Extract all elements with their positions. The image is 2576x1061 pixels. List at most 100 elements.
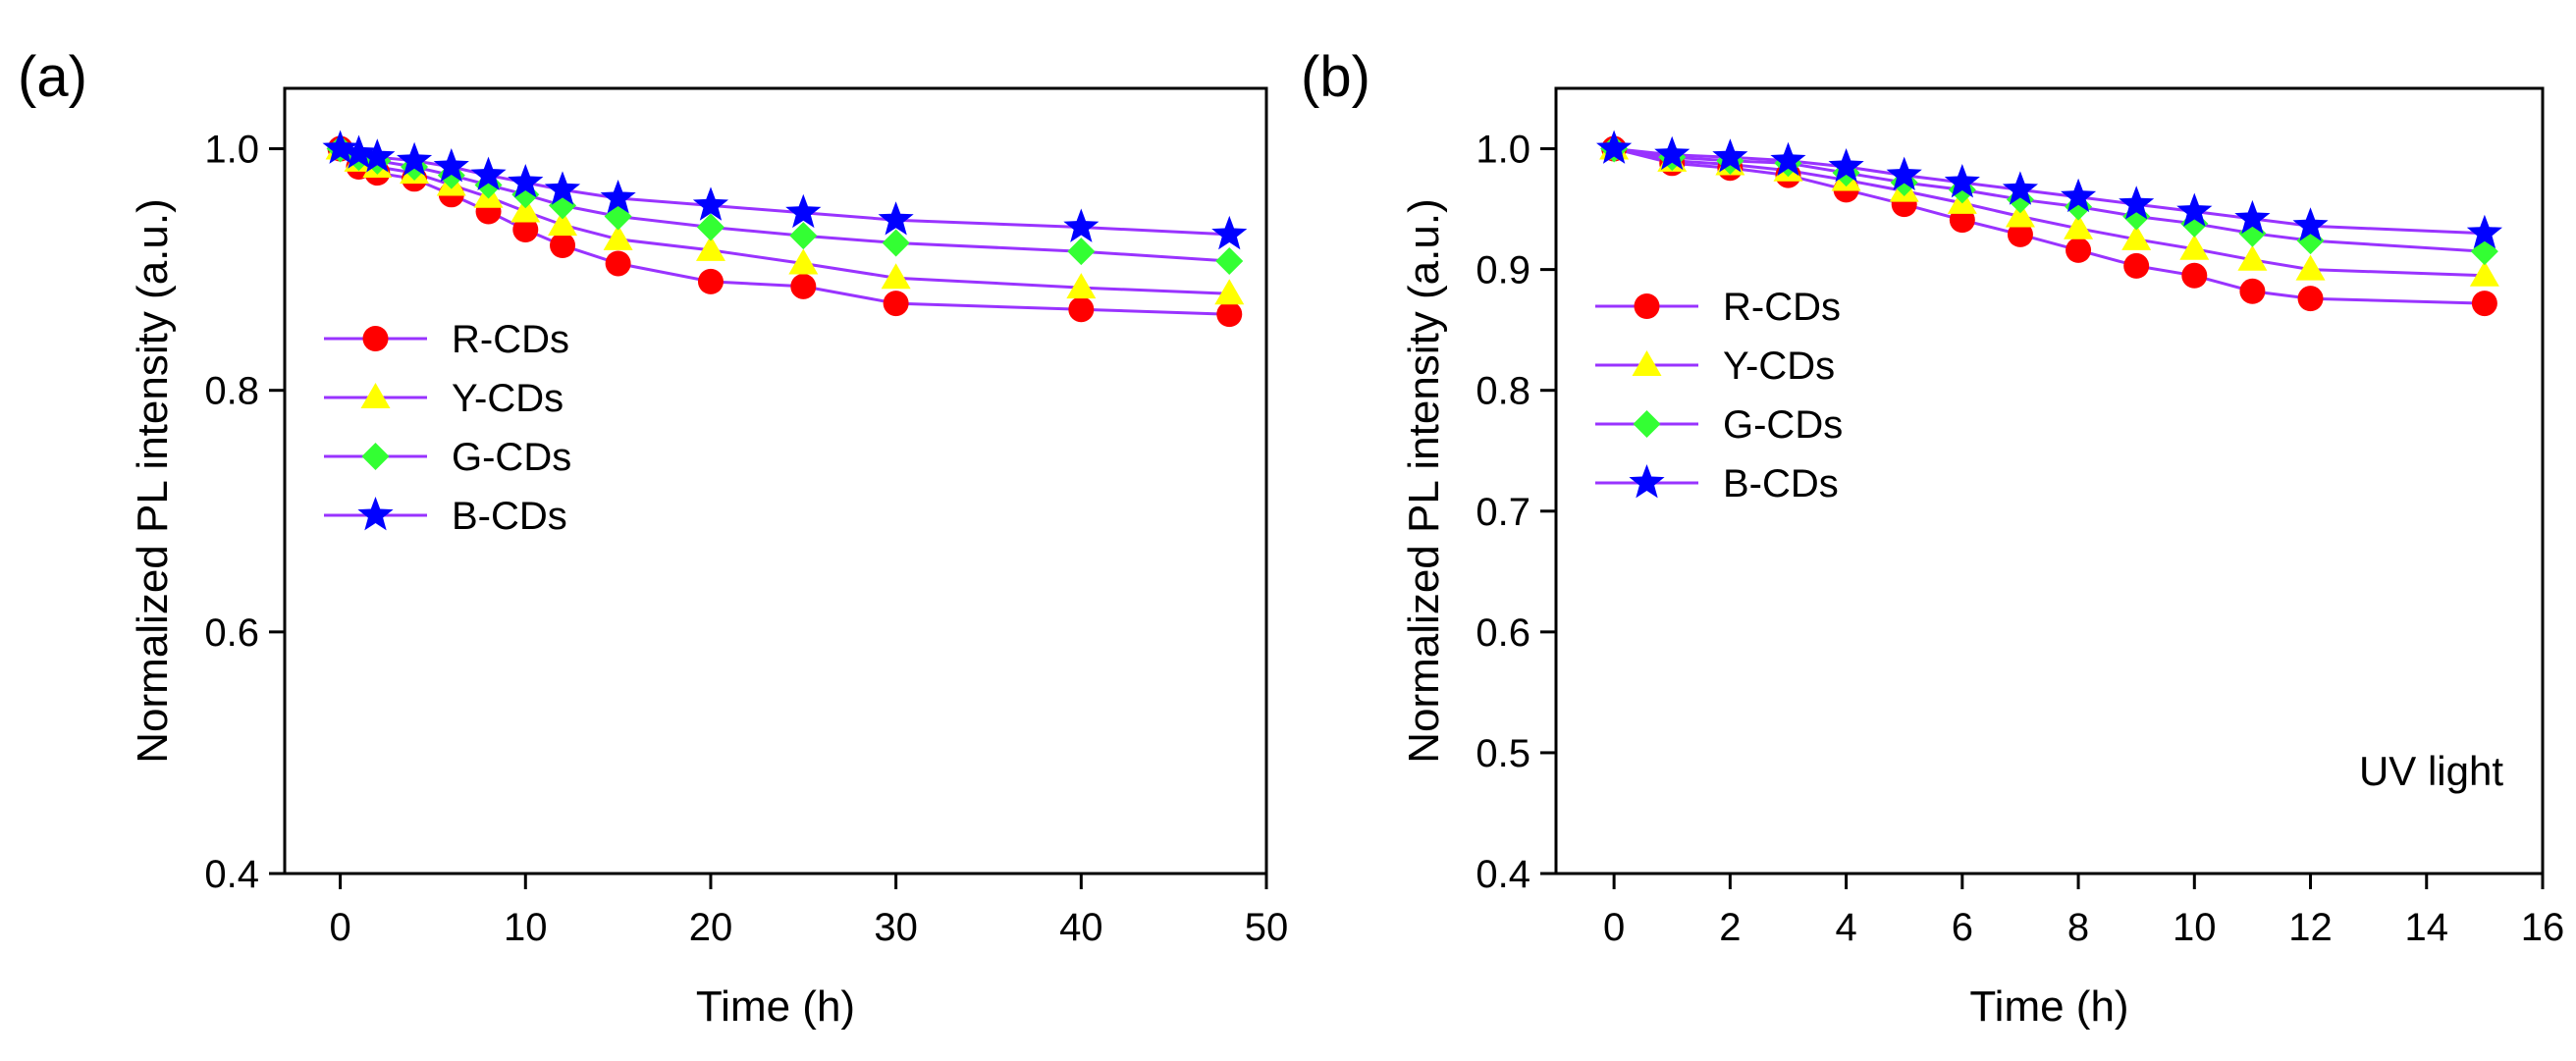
data-point	[604, 202, 632, 231]
x-tick-label: 50	[1245, 906, 1289, 949]
series-points-b-cds	[1596, 130, 2502, 249]
data-point	[605, 250, 631, 277]
data-point	[1211, 215, 1248, 250]
data-point	[1596, 130, 1633, 164]
data-point	[397, 141, 433, 177]
y-tick-label: 0.5	[1476, 732, 1530, 775]
data-point	[359, 138, 396, 173]
data-point	[512, 217, 539, 242]
legend-label: B-CDs	[452, 495, 567, 538]
legend-marker	[362, 326, 389, 351]
y-tick-label: 0.8	[1476, 370, 1530, 413]
data-point	[2239, 278, 2266, 304]
data-point	[2121, 224, 2152, 250]
x-axis-label: Time (h)	[696, 982, 855, 1031]
data-point	[2179, 234, 2210, 260]
x-tick-label: 16	[2521, 906, 2565, 949]
data-point	[881, 263, 911, 290]
y-tick-label: 0.4	[204, 853, 259, 896]
data-point	[1770, 141, 1806, 177]
x-tick-label: 20	[689, 906, 733, 949]
legend-label: G-CDs	[1723, 403, 1843, 447]
data-point	[2466, 214, 2502, 249]
annotation-label: UV light	[2359, 748, 2503, 794]
x-tick-label: 10	[2173, 906, 2217, 949]
panel-b: (b) 0 2 4 6 8 10 12 14 16 0.4 0.5 0.6 0.7 0.8 0.9 1.0 Tim…	[1301, 45, 2564, 1031]
y-tick-label: 0.9	[1476, 249, 1530, 292]
x-tick-label: 6	[1952, 906, 1973, 949]
panel-a: (a) 0 10 20 30 40 50 0.4 0.6 0.8 1.0 Time (h) Normal…	[18, 45, 1288, 1031]
x-tick-label: 40	[1059, 906, 1103, 949]
series-line-y-cds	[1613, 147, 2485, 278]
data-point	[1216, 301, 1243, 328]
series-points-b-cds	[322, 130, 1248, 250]
data-point	[2470, 238, 2498, 266]
y-axis-label: Normalized PL intensity (a.u.)	[1400, 198, 1448, 763]
x-tick-label: 30	[874, 906, 918, 949]
y-tick-label: 0.8	[204, 370, 259, 413]
data-point	[883, 291, 909, 317]
data-point	[1886, 156, 1922, 190]
data-point	[1214, 279, 1245, 305]
data-point	[2123, 252, 2150, 279]
data-point	[692, 186, 728, 221]
data-point	[790, 273, 817, 299]
x-tick-label: 14	[2405, 906, 2449, 949]
legend-label: B-CDs	[1723, 462, 1839, 505]
data-point	[789, 222, 818, 250]
legend-label: G-CDs	[452, 436, 571, 479]
data-point	[1944, 164, 1980, 198]
data-point	[470, 156, 507, 190]
panel-label: (a)	[18, 45, 87, 109]
data-point	[2119, 186, 2155, 220]
data-point	[696, 213, 724, 241]
data-point	[548, 210, 578, 237]
legend-marker	[1632, 350, 1662, 376]
x-tick-label: 8	[2067, 906, 2089, 949]
data-point	[2469, 260, 2499, 287]
data-point	[1654, 135, 1690, 171]
legend-marker	[1634, 293, 1660, 319]
legend: R-CDs Y-CDs G-CDs B-CDs	[1595, 286, 1843, 505]
data-point	[2471, 291, 2497, 317]
data-point	[600, 180, 636, 214]
data-point	[322, 130, 358, 164]
series-points-y-cds	[325, 133, 1245, 305]
data-point	[1066, 273, 1097, 299]
data-point	[2292, 207, 2329, 241]
plot-frame	[1554, 86, 2545, 875]
data-point	[882, 229, 910, 257]
legend: R-CDs Y-CDs G-CDs B-CDs	[324, 318, 571, 538]
legend-label: R-CDs	[1723, 286, 1841, 329]
data-point	[603, 224, 633, 250]
x-tick-label: 12	[2288, 906, 2333, 949]
plot-frame	[283, 86, 1268, 875]
data-point	[2064, 213, 2094, 239]
data-point	[510, 196, 541, 223]
data-point	[785, 193, 822, 229]
data-point	[1067, 238, 1096, 266]
legend-label: R-CDs	[452, 318, 569, 361]
data-point	[544, 171, 581, 205]
y-tick-label: 1.0	[204, 129, 259, 172]
data-point	[2002, 171, 2038, 205]
data-point	[2237, 244, 2268, 271]
legend-marker	[357, 497, 394, 531]
data-point	[2181, 262, 2208, 289]
y-axis-label: Normalized PL intensity (a.u.)	[129, 198, 177, 763]
panel-label: (b)	[1301, 45, 1370, 109]
legend-label: Y-CDs	[452, 377, 564, 420]
x-tick-label: 0	[1603, 906, 1625, 949]
data-point	[433, 148, 469, 183]
data-point	[2295, 254, 2326, 281]
data-point	[341, 134, 377, 169]
series-line-r-cds	[1613, 147, 2485, 305]
data-point	[697, 268, 724, 294]
x-axis-label: Time (h)	[1969, 982, 2128, 1031]
data-point	[1063, 208, 1100, 242]
y-tick-label: 0.6	[1476, 611, 1530, 655]
y-tick-label: 0.6	[204, 611, 259, 655]
data-point	[2005, 201, 2035, 228]
data-point	[2061, 178, 2097, 213]
series-line-g-cds	[1613, 147, 2485, 253]
